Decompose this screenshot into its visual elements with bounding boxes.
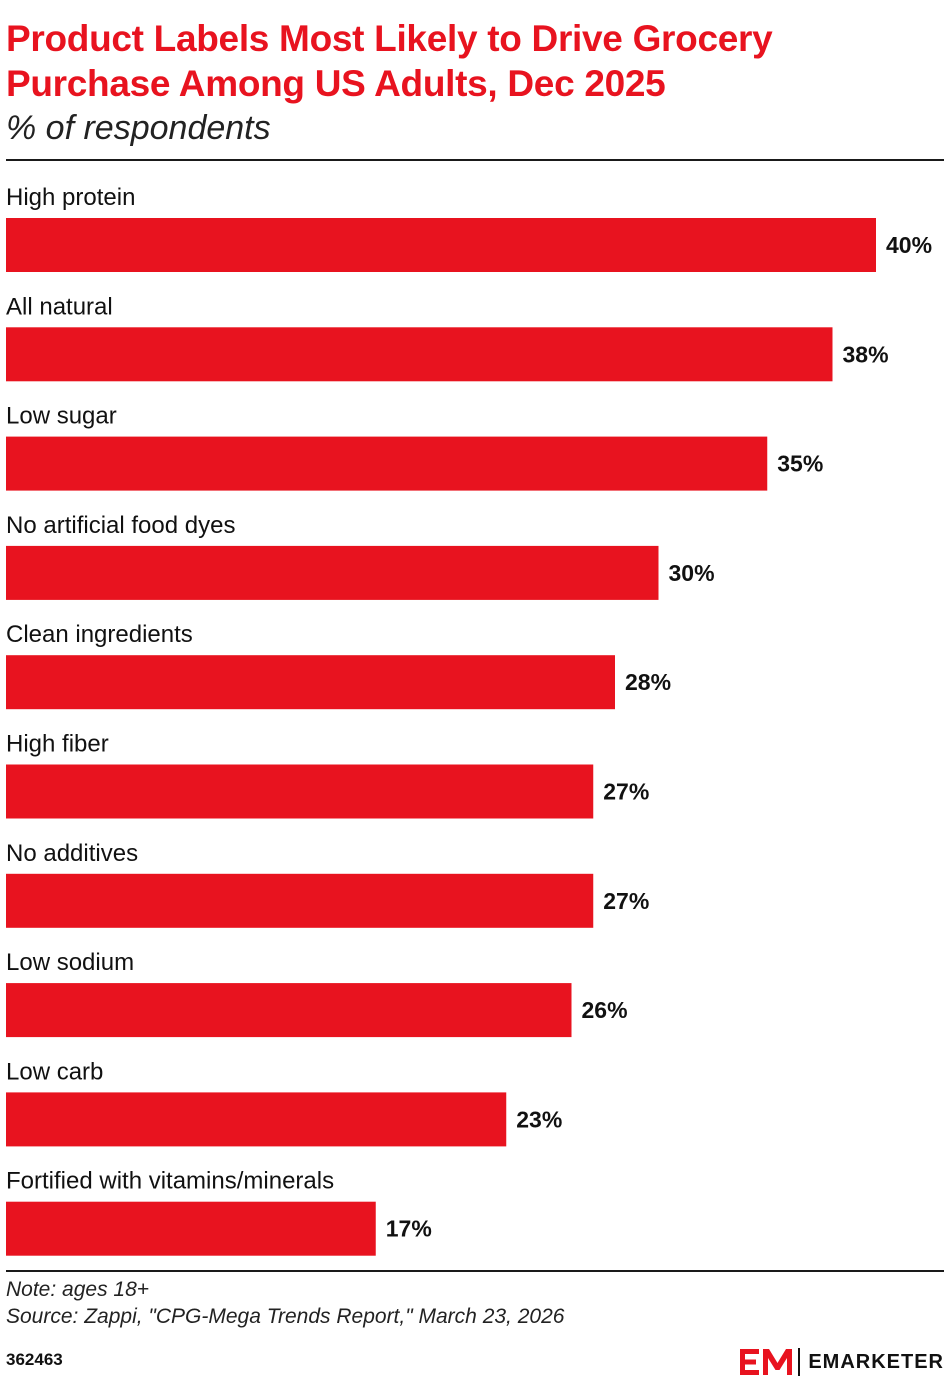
bar (6, 436, 768, 491)
category-label: High protein (6, 184, 135, 211)
bar (6, 1092, 507, 1147)
bar (6, 655, 615, 710)
chart-id: 362463 (6, 1350, 63, 1369)
category-label: Clean ingredients (6, 621, 193, 648)
brand-name: EMARKETER (808, 1350, 944, 1373)
category-label: All natural (6, 293, 113, 320)
chart-title: Product Labels Most Likely to Drive Groc… (6, 18, 773, 104)
chart-note: Note: ages 18+ (6, 1278, 150, 1301)
data-label: 23% (516, 1106, 562, 1132)
bar (6, 983, 572, 1038)
bar (6, 873, 594, 928)
category-label: Fortified with vitamins/minerals (6, 1168, 334, 1195)
data-label: 26% (582, 997, 628, 1023)
category-label: Low carb (6, 1058, 103, 1085)
emarketer-logo-icon (740, 1349, 793, 1375)
category-label: Low sugar (6, 403, 117, 430)
bar (6, 218, 876, 272)
category-label: Low sodium (6, 949, 134, 976)
data-label: 35% (777, 451, 823, 477)
data-label: 27% (603, 779, 649, 805)
data-label: 40% (886, 232, 932, 258)
bar-chart: High protein 40% All natural 38% Low sugar 35… (6, 184, 932, 1256)
category-label: No additives (6, 840, 138, 867)
top-divider (6, 159, 944, 161)
data-label: 30% (669, 560, 715, 586)
category-label: No artificial food dyes (6, 512, 235, 539)
data-label: 28% (625, 669, 671, 695)
bar (6, 545, 659, 600)
bar (6, 764, 594, 819)
logo-separator (798, 1348, 801, 1376)
bar (6, 327, 833, 382)
chart-subtitle: % of respondents (6, 109, 271, 147)
chart-source: Source: Zappi, "CPG-Mega Trends Report,"… (6, 1305, 565, 1328)
category-label: High fiber (6, 731, 109, 758)
emarketer-logo: EMARKETER (740, 1346, 944, 1378)
data-label: 38% (843, 341, 889, 367)
data-label: 17% (386, 1216, 432, 1242)
bar (6, 1201, 376, 1256)
bottom-divider (6, 1270, 944, 1272)
data-label: 27% (603, 888, 649, 914)
